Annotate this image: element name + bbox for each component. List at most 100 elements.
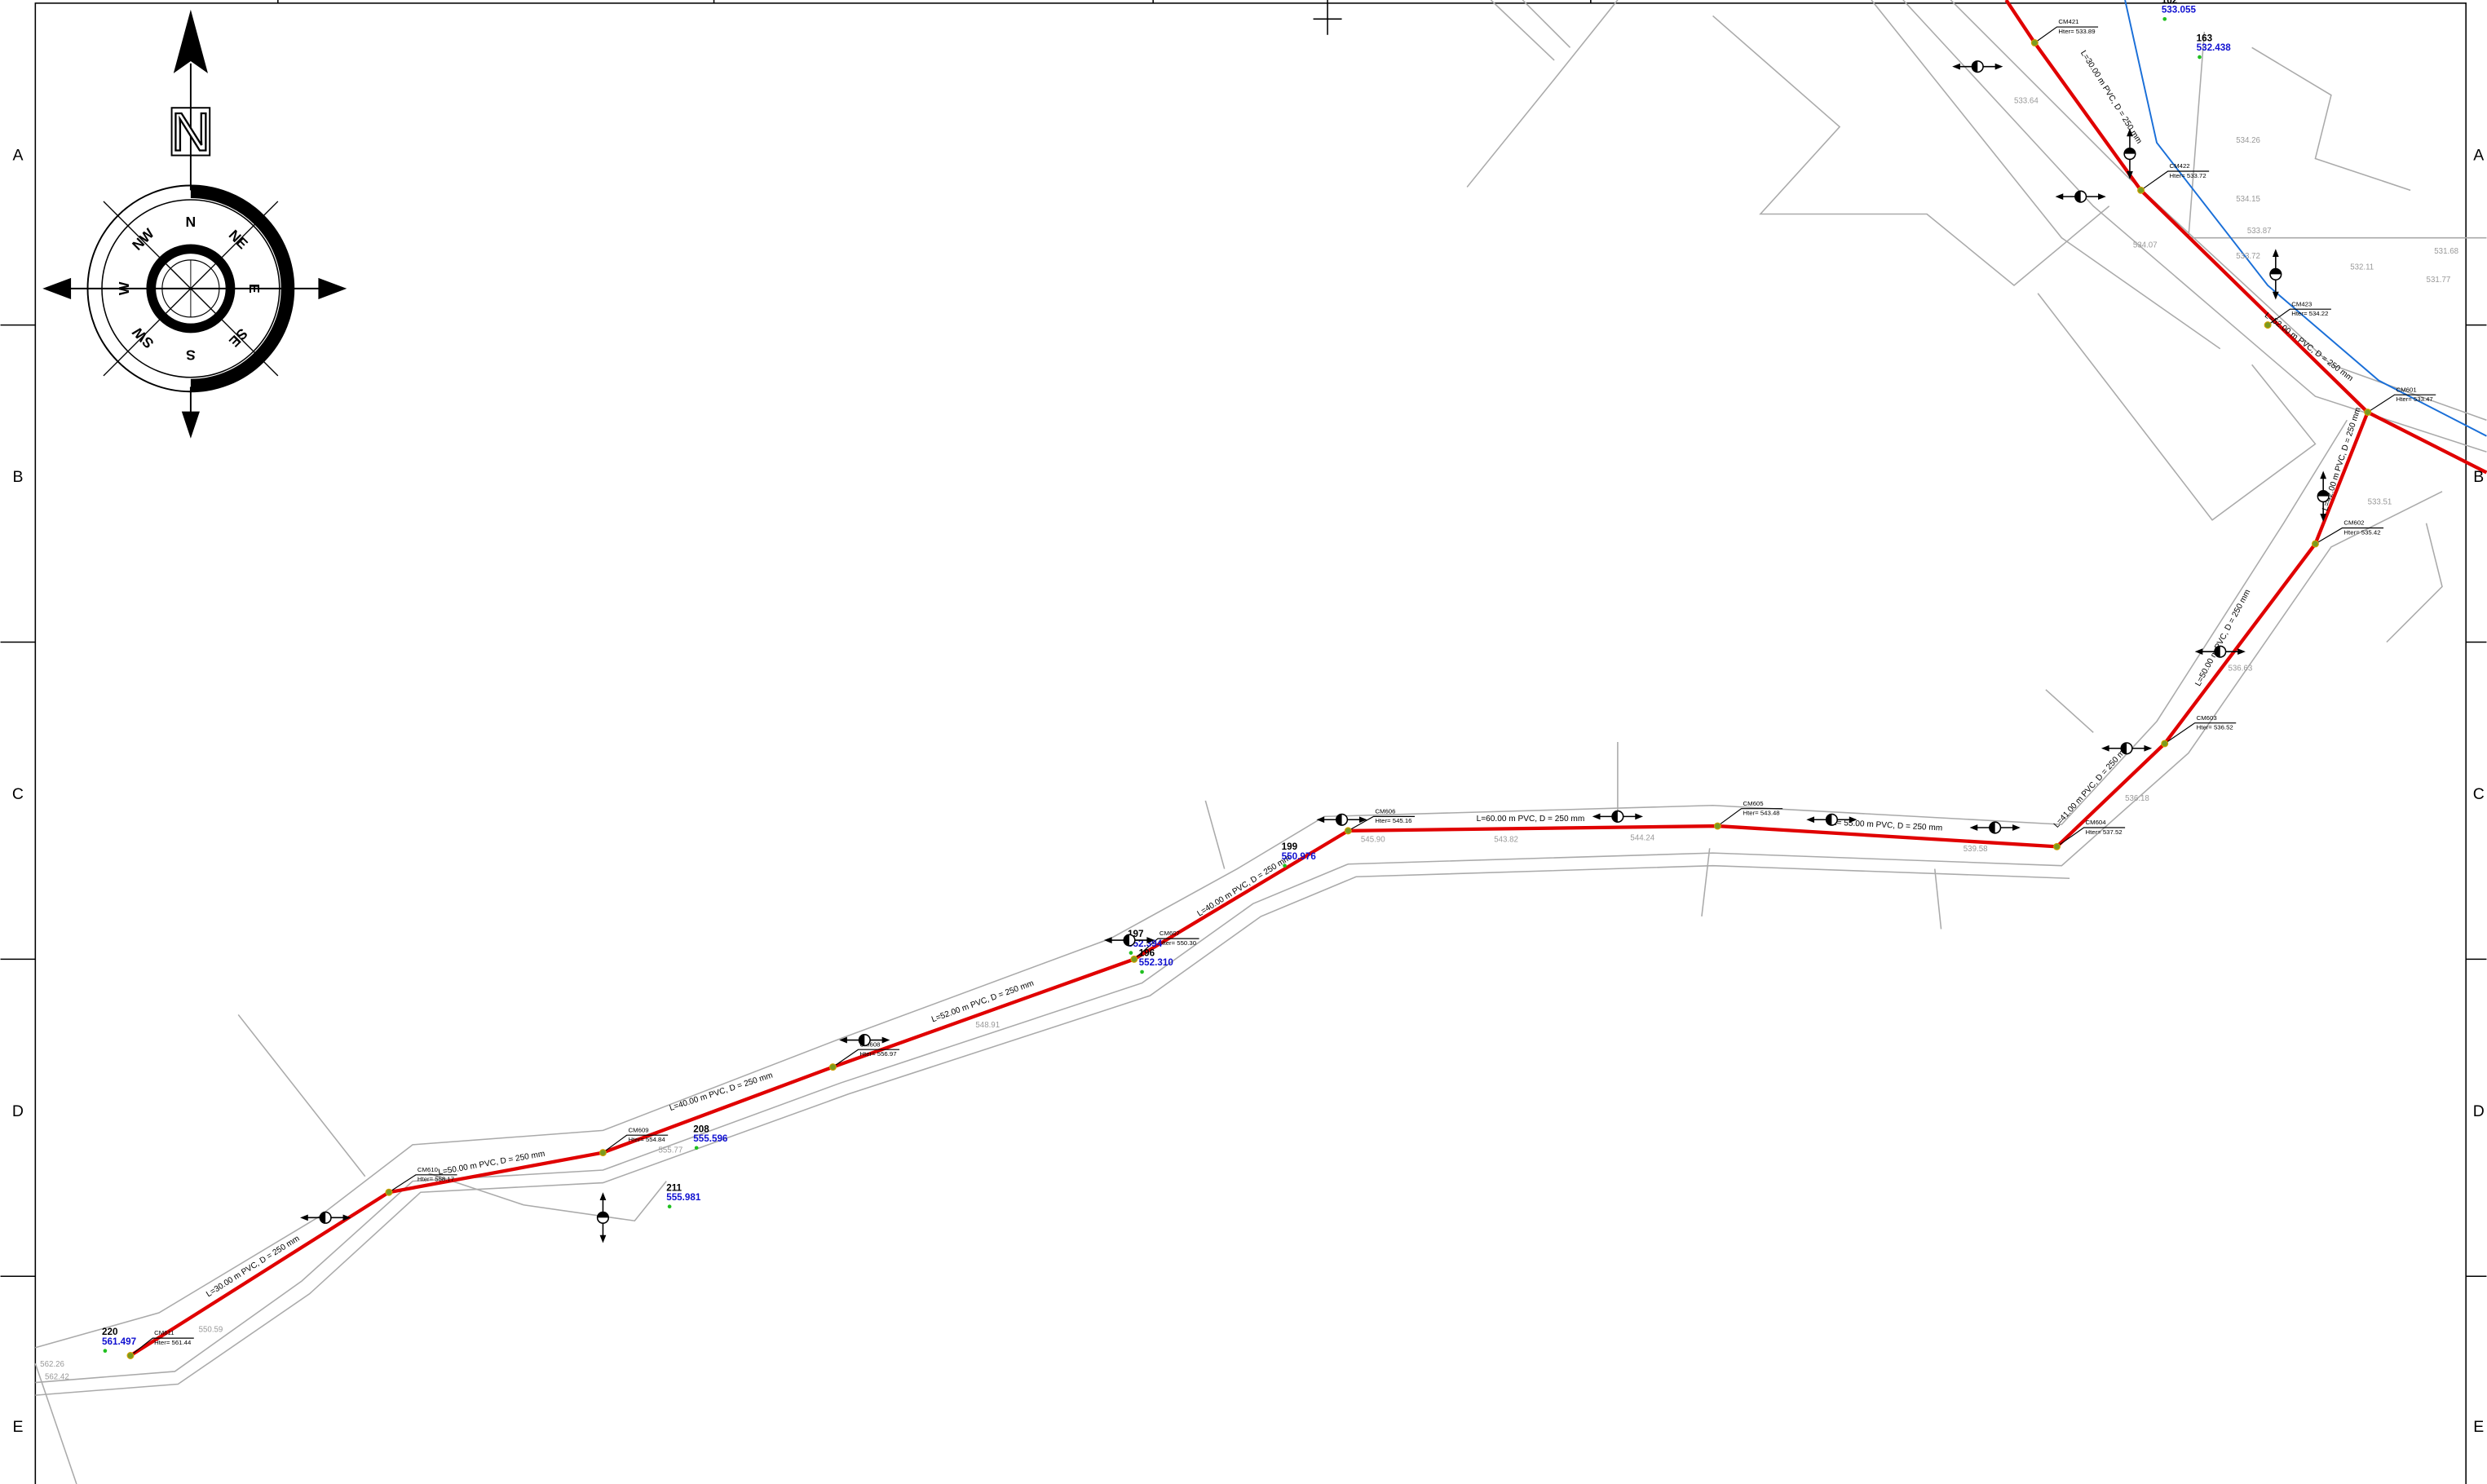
- grid-label: E: [2473, 1418, 2484, 1436]
- manhole-id: CM422: [2170, 162, 2190, 170]
- compass-point: W: [116, 281, 132, 295]
- point: [1129, 951, 1133, 955]
- elevation: 548.91: [975, 1021, 1000, 1030]
- sewer-pipe: [2368, 413, 2487, 473]
- grid-label: D: [12, 1102, 24, 1120]
- manhole-label: Hter= 543.48: [1743, 809, 1780, 816]
- point: [104, 1349, 108, 1353]
- valve-symbol: [2101, 743, 2152, 754]
- elevation: 531.77: [2427, 276, 2451, 285]
- manhole-id: CM605: [1743, 800, 1764, 807]
- grid-label: A: [12, 146, 23, 164]
- compass-point: S: [186, 347, 196, 364]
- manhole: [830, 1064, 837, 1071]
- manhole: [2313, 541, 2319, 547]
- manhole-label: Hter= 535.42: [2343, 528, 2380, 536]
- manhole-label: Hter= 554.84: [629, 1136, 666, 1143]
- manhole-label: Hter= 537.52: [2086, 828, 2123, 836]
- point: [1283, 863, 1287, 868]
- grid-label: D: [2473, 1102, 2485, 1120]
- manhole: [2054, 843, 2061, 850]
- pipe-label: L=60.00 m PVC, D = 250 mm: [1477, 815, 1585, 824]
- manhole-label: Hter= 556.97: [859, 1050, 896, 1058]
- elevation: 545.90: [1361, 836, 1385, 845]
- valve-symbol: [2056, 191, 2106, 202]
- manhole-id: CM421: [2058, 18, 2078, 25]
- grid-label: E: [12, 1418, 23, 1436]
- manhole-label: Hter= 533.72: [2170, 172, 2206, 179]
- manhole-label: Hter= 550.30: [1160, 939, 1197, 947]
- elevation: 562.42: [45, 1373, 69, 1382]
- elevation: 550.59: [199, 1325, 223, 1334]
- elevation: 533.64: [2014, 96, 2039, 105]
- manhole-id: CM423: [2291, 300, 2312, 307]
- elevation: 534.15: [2236, 195, 2260, 204]
- grid-label: B: [2473, 468, 2484, 486]
- point-value: 550.976: [1282, 851, 1317, 862]
- compass-point: NE: [226, 227, 251, 252]
- elevation: 532.11: [2350, 263, 2374, 272]
- compass-point: N: [186, 214, 197, 230]
- elevation: 543.82: [1494, 836, 1518, 845]
- grid-label: C: [12, 785, 24, 803]
- elevation: 533.87: [2247, 227, 2272, 236]
- point-value: 555.981: [666, 1192, 701, 1203]
- sewer-pipe: [130, 0, 2368, 1356]
- manhole-id: CM604: [2086, 819, 2107, 826]
- elevation: 544.24: [1630, 834, 1654, 843]
- manhole: [2162, 740, 2168, 747]
- frame: [1, 0, 2487, 1484]
- manhole-id: CM603: [2197, 714, 2217, 722]
- point: [695, 1146, 699, 1150]
- manhole: [386, 1189, 392, 1195]
- valve-symbol: [1592, 811, 1643, 823]
- grid-label: C: [2473, 785, 2485, 803]
- manhole: [127, 1353, 134, 1359]
- manhole-id: CM611: [154, 1329, 174, 1336]
- elevation: 536.63: [2229, 665, 2253, 674]
- drawing: ABCDEABCDENNNEESESSWWNWCM421Hter= 533.89…: [0, 0, 2487, 1484]
- point-value: 555.596: [693, 1133, 728, 1144]
- point: [668, 1204, 672, 1208]
- manhole: [1131, 956, 1137, 963]
- elevation: 534.26: [2236, 136, 2260, 145]
- pipe-label: L= 55.00 m PVC, D = 250 mm: [1832, 818, 1943, 833]
- pipe-label: L=40.00 m PVC, D = 250 mm: [669, 1071, 775, 1113]
- manhole-label: Hter= 533.47: [2396, 395, 2433, 403]
- compass-point: SE: [226, 325, 251, 351]
- manhole-label: Hter= 534.22: [2291, 310, 2328, 317]
- pipe-label: L=30.00 m PVC, D = 250 mm: [2078, 49, 2144, 145]
- point-value: 552.310: [1139, 957, 1173, 968]
- elevation: 536.18: [2125, 794, 2149, 803]
- valve-symbol: [1952, 61, 2003, 73]
- manhole: [2365, 409, 2371, 416]
- point-value: 532.438: [2197, 42, 2232, 53]
- compass-point: E: [246, 284, 263, 294]
- point: [2162, 17, 2167, 21]
- manhole-label: Hter= 558.17: [417, 1176, 454, 1183]
- water-line: [2125, 0, 2486, 436]
- pipe-label: L=30.00 m PVC, D = 250 mm: [205, 1234, 301, 1300]
- grid-label: A: [2473, 146, 2484, 164]
- manhole: [1345, 828, 1351, 834]
- manhole-id: CM607: [1160, 930, 1180, 937]
- point-value: 533.055: [2162, 5, 2197, 15]
- manhole: [1715, 823, 1721, 829]
- grid-label: B: [12, 468, 23, 486]
- compass-north: N: [171, 103, 210, 163]
- elevation: 562.26: [40, 1360, 64, 1369]
- valve-symbol: [2270, 249, 2282, 299]
- manhole-id: CM610: [417, 1166, 439, 1173]
- manhole: [600, 1150, 607, 1156]
- road-lines: [35, 0, 2486, 1484]
- manhole-id: CM606: [1375, 808, 1395, 815]
- valve-symbol: [598, 1192, 609, 1243]
- manhole-label: Hter= 533.89: [2058, 28, 2095, 35]
- valve-symbol: [1970, 822, 2021, 833]
- manhole-id: CM609: [629, 1126, 649, 1133]
- manhole-id: CM601: [2396, 386, 2417, 393]
- manhole-label: Hter= 536.52: [2197, 723, 2233, 731]
- elevation: 539.58: [1964, 845, 1988, 854]
- manhole: [2031, 40, 2038, 46]
- point: [1140, 970, 1144, 974]
